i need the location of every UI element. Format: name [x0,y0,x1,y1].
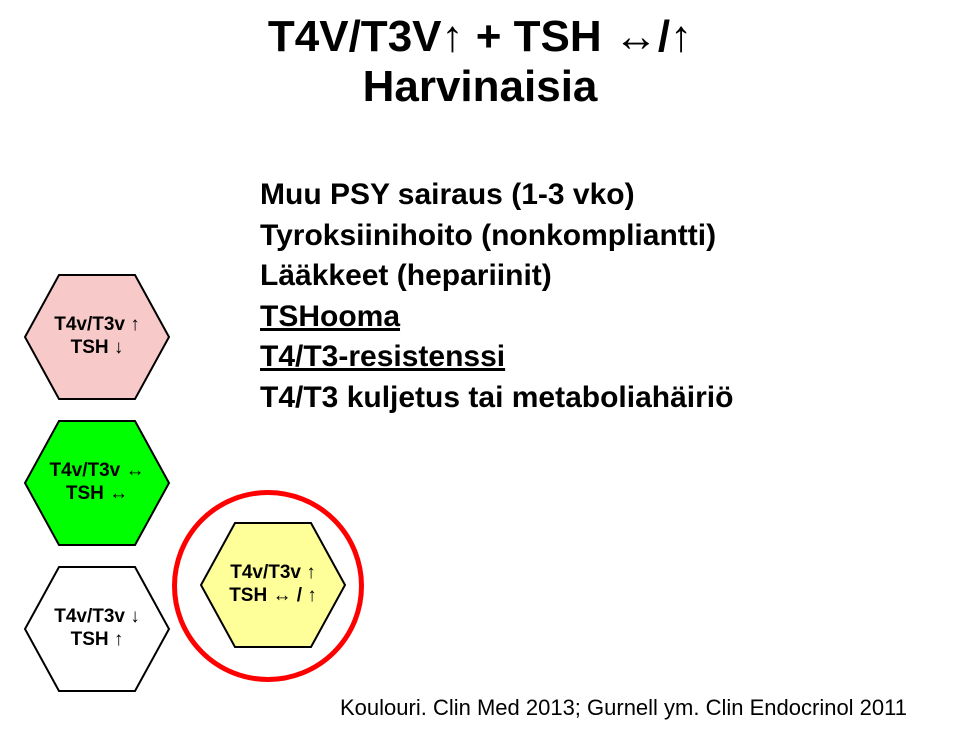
hexagon-pink-label: T4v/T3v ↑ TSH ↓ [22,272,172,402]
hexagon-white-label: T4v/T3v ↓ TSH ↑ [22,564,172,694]
title-line-2: Harvinaisia [0,62,960,112]
citation-text: Koulouri. Clin Med 2013; Gurnell ym. Cli… [340,695,907,721]
content-list: Muu PSY sairaus (1-3 vko)Tyroksiinihoito… [260,175,733,418]
content-line: Tyroksiinihoito (nonkompliantti) [260,216,733,257]
hexagon-white: T4v/T3v ↓ TSH ↑ [22,564,172,694]
hexagon-green: T4v/T3v ↔ TSH ↔ [22,418,172,548]
content-line: Lääkkeet (hepariinit) [260,256,733,297]
content-line: TSHooma [260,297,733,338]
title-line-1: T4V/T3V↑ + TSH ↔/↑ [0,12,960,62]
hexagon-pink: T4v/T3v ↑ TSH ↓ [22,272,172,402]
content-line: T4/T3-resistenssi [260,337,733,378]
hexagon-green-label: T4v/T3v ↔ TSH ↔ [22,418,172,548]
highlight-circle [172,490,364,682]
content-line: T4/T3 kuljetus tai metaboliahäiriö [260,378,733,419]
content-line: Muu PSY sairaus (1-3 vko) [260,175,733,216]
